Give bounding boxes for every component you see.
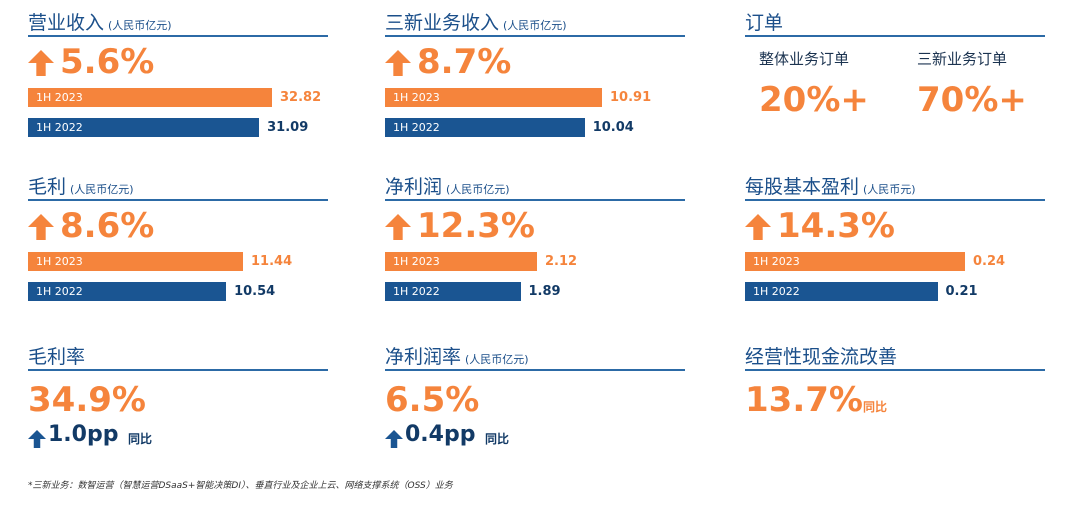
bar-label: 1H 2023 [36, 91, 83, 104]
up-arrow [385, 430, 403, 448]
bar-value: 32.82 [280, 90, 322, 105]
panel: 营业收入 (人民币亿元) 5.6% 1H 2023 32.82 1H 2022 31.09 [28, 8, 328, 158]
panel-title: 三新业务收入 (人民币亿元) [385, 8, 567, 35]
bar [28, 252, 243, 271]
metric-value: 13.7% [745, 380, 863, 420]
panel-title: 毛利率 [28, 342, 85, 369]
bar-label: 1H 2022 [393, 285, 440, 298]
unit: (人民币亿元) [108, 19, 172, 32]
bar-value: 0.24 [973, 254, 1006, 269]
bar-value: 31.09 [267, 120, 309, 135]
bar-label: 1H 2022 [36, 121, 83, 134]
change: 14.3% [777, 206, 895, 246]
panel-title: 毛利 (人民币亿元) [28, 172, 134, 199]
panel: 净利润 (人民币亿元) 12.3% 1H 2023 2.12 1H 2022 1.89 [385, 172, 685, 322]
change: 8.7% [417, 42, 512, 82]
title-text: 经营性现金流改善 [745, 346, 898, 368]
title-rule [28, 369, 328, 371]
title-text: 毛利率 [28, 346, 86, 368]
bar [385, 118, 585, 137]
bar-label: 1H 2023 [393, 91, 440, 104]
up-arrow [385, 50, 411, 76]
footnote: *三新业务：数智运营（智慧运营DSaaS+智能决策DI）、垂直行业及企业上云、网… [28, 481, 453, 491]
up-arrow [385, 214, 411, 240]
title-rule [745, 35, 1045, 37]
title-text: 营业收入 [28, 12, 105, 34]
item-label: 三新业务订单 [917, 50, 1008, 68]
panel-title: 净利润率 (人民币亿元) [385, 342, 529, 369]
item-value: 70%+ [917, 80, 1027, 120]
bar [385, 282, 521, 301]
bar-value: 10.54 [234, 284, 276, 299]
up-arrow [28, 430, 46, 448]
title-rule [28, 35, 328, 37]
title-text: 三新业务收入 [385, 12, 500, 34]
up-arrow [28, 214, 54, 240]
title-rule [385, 35, 685, 37]
change: 1.0pp [48, 422, 119, 447]
metric-value: 6.5% [385, 380, 480, 420]
change: 12.3% [417, 206, 535, 246]
title-rule [28, 199, 328, 201]
bar-value: 2.12 [545, 254, 578, 269]
bar [385, 88, 602, 107]
title-rule [745, 199, 1045, 201]
unit: (人民币亿元) [503, 19, 567, 32]
title-rule [385, 369, 685, 371]
bar [28, 118, 260, 137]
unit: (人民币元) [863, 183, 916, 196]
bar-value: 10.91 [610, 90, 652, 105]
title-rule [745, 369, 1045, 371]
bar-label: 1H 2023 [753, 255, 800, 268]
bar-label: 1H 2023 [36, 255, 83, 268]
item-value: 20%+ [759, 80, 869, 120]
title-rule [385, 199, 685, 201]
change: 8.6% [60, 206, 155, 246]
bar-label: 1H 2022 [753, 285, 800, 298]
unit: (人民币亿元) [70, 183, 134, 196]
note: 同比 [485, 432, 510, 446]
metric-value: 34.9% [28, 380, 146, 420]
panel: 经营性现金流改善 13.7% 同比 [745, 342, 1045, 492]
up-arrow [745, 214, 771, 240]
panel: 三新业务收入 (人民币亿元) 8.7% 1H 2023 10.91 1H 2022 10.0… [385, 8, 685, 158]
bar-value: 1.89 [528, 284, 561, 299]
bar [745, 252, 965, 271]
unit: (人民币亿元) [446, 183, 510, 196]
bar-label: 1H 2022 [36, 285, 83, 298]
title-text: 净利润率 [385, 346, 462, 368]
title-text: 每股基本盈利 [745, 176, 860, 198]
panel: 订单整体业务订单 20%+ 三新业务订单 70%+ [745, 8, 1045, 158]
bar-label: 1H 2023 [393, 255, 440, 268]
title-text: 毛利 [28, 176, 67, 198]
bar-value: 0.21 [945, 284, 978, 299]
up-arrow [28, 50, 54, 76]
bar [745, 282, 938, 301]
unit: (人民币亿元) [465, 353, 529, 366]
panel: 毛利率 34.9% 1.0pp 同比 [28, 342, 328, 492]
bar-value: 10.04 [592, 120, 634, 135]
item-label: 整体业务订单 [759, 50, 850, 68]
panel-title: 营业收入 (人民币亿元) [28, 8, 172, 35]
panel-title: 净利润 (人民币亿元) [385, 172, 510, 199]
panel-title: 每股基本盈利 (人民币元) [745, 172, 916, 199]
bar [385, 252, 537, 271]
panel-title: 订单 [745, 8, 783, 35]
bar [28, 282, 227, 301]
bar [28, 88, 272, 107]
title-text: 订单 [745, 12, 784, 34]
title-text: 净利润 [385, 176, 443, 198]
panel: 每股基本盈利 (人民币元) 14.3% 1H 2023 0.24 1H 2022 0.21 [745, 172, 1045, 322]
note: 同比 [863, 400, 888, 414]
note: 同比 [128, 432, 153, 446]
change: 5.6% [60, 42, 155, 82]
panel-title: 经营性现金流改善 [745, 342, 897, 369]
bar-label: 1H 2022 [393, 121, 440, 134]
panel: 毛利 (人民币亿元) 8.6% 1H 2023 11.44 1H 2022 10.54 [28, 172, 328, 322]
change: 0.4pp [405, 422, 476, 447]
bar-value: 11.44 [251, 254, 293, 269]
panel: 净利润率 (人民币亿元) 6.5% 0.4pp 同比 [385, 342, 685, 492]
